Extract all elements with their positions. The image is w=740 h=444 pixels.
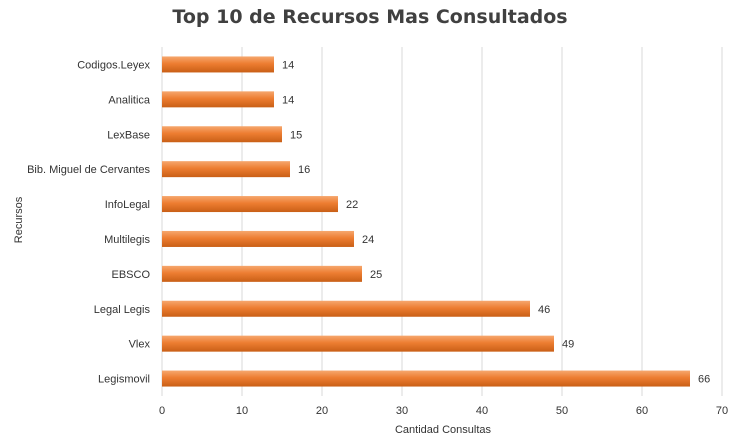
bar <box>162 265 362 282</box>
x-tick-label: 10 <box>236 405 248 417</box>
data-label: 16 <box>298 164 310 176</box>
x-tick-label: 40 <box>476 405 488 417</box>
category-label: Bib. Miguel de Cervantes <box>27 164 150 176</box>
bar <box>162 196 338 213</box>
category-label: Legismovil <box>98 374 150 386</box>
bar <box>162 161 290 178</box>
y-axis-categories: Codigos.Leyex Analitica LexBase Bib. Miguel… <box>27 59 151 385</box>
data-label: 15 <box>290 129 302 141</box>
data-label: 46 <box>538 304 550 316</box>
category-label: InfoLegal <box>105 199 150 211</box>
data-label: 24 <box>362 234 374 246</box>
bar <box>162 230 354 247</box>
bar <box>162 91 274 108</box>
chart-title: Top 10 de Recursos Mas Consultados <box>172 6 567 28</box>
data-label: 25 <box>370 269 382 281</box>
x-tick-label: 30 <box>396 405 408 417</box>
x-axis-title: Cantidad Consultas <box>395 424 492 436</box>
bar <box>162 335 554 352</box>
data-label: 49 <box>562 339 574 351</box>
category-label: Analitica <box>108 94 150 106</box>
data-label: 66 <box>698 374 710 386</box>
x-tick-label: 60 <box>636 405 648 417</box>
bar <box>162 126 282 143</box>
category-label: Multilegis <box>104 234 150 246</box>
x-tick-label: 0 <box>159 405 165 417</box>
data-label: 14 <box>282 94 294 106</box>
x-axis-ticks: 0 10 20 30 40 50 60 70 <box>159 405 728 417</box>
category-label: EBSCO <box>111 269 150 281</box>
bar <box>162 300 530 317</box>
category-label: LexBase <box>107 129 150 141</box>
category-label: Codigos.Leyex <box>77 59 150 71</box>
bars: 14 14 15 16 22 24 25 46 49 66 <box>162 56 710 387</box>
x-tick-label: 50 <box>556 405 568 417</box>
category-label: Vlex <box>129 339 151 351</box>
bar <box>162 370 690 387</box>
x-tick-label: 20 <box>316 405 328 417</box>
data-label: 22 <box>346 199 358 211</box>
x-tick-label: 70 <box>716 405 728 417</box>
bar <box>162 56 274 73</box>
y-axis-title: Recursos <box>13 196 25 243</box>
data-label: 14 <box>282 59 294 71</box>
category-label: Legal Legis <box>94 304 151 316</box>
